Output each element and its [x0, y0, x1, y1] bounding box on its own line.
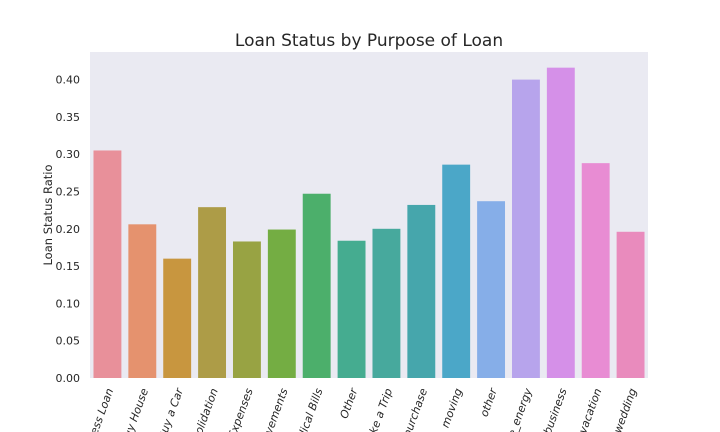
y-tick-label: 0.05 — [56, 335, 81, 348]
y-tick-label: 0.35 — [56, 111, 81, 124]
x-tick-label: e_energy — [505, 386, 535, 432]
bar — [511, 79, 540, 378]
x-tick-label: Other — [337, 385, 360, 420]
bar — [581, 163, 610, 378]
bar — [372, 228, 401, 378]
bar — [232, 241, 261, 378]
chart-title: Loan Status by Purpose of Loan — [235, 31, 503, 51]
x-tick-label: Buy a Car — [155, 385, 186, 432]
bar — [163, 258, 192, 378]
bar — [128, 224, 157, 378]
bar — [546, 67, 575, 378]
x-tick-label: other — [478, 385, 501, 418]
x-tick-label: uy House — [121, 386, 151, 432]
y-axis-ticks: 0.00 0.05 0.10 0.15 0.20 0.25 0.30 0.35 0.40 — [56, 74, 81, 385]
y-axis-label: Loan Status Ratio — [41, 164, 55, 265]
y-tick-label: 0.15 — [56, 260, 81, 273]
bar — [616, 231, 645, 378]
x-tick-label: moving — [439, 387, 465, 430]
y-tick-label: 0.10 — [56, 297, 81, 310]
x-tick-label: Expenses — [226, 386, 256, 432]
bar — [442, 164, 471, 378]
y-tick-label: 0.30 — [56, 148, 81, 161]
bars-group — [93, 67, 645, 378]
x-tick-label: ovements — [260, 386, 291, 432]
x-tick-label: purchase — [400, 386, 430, 432]
x-axis-ticks: ess Loan uy House Buy a Car solidation Expen… — [88, 385, 640, 432]
x-tick-label: dical Bills — [296, 386, 326, 432]
x-tick-label: ke a Trip — [367, 387, 395, 432]
bar — [267, 229, 296, 378]
bar — [302, 193, 331, 378]
x-tick-label: business — [541, 386, 570, 432]
y-tick-label: 0.20 — [56, 223, 81, 236]
y-tick-label: 0.25 — [56, 186, 81, 199]
y-tick-label: 0.00 — [56, 372, 81, 385]
bar — [198, 207, 227, 378]
y-tick-label: 0.40 — [56, 74, 81, 87]
bar — [477, 201, 506, 378]
bar — [407, 204, 436, 378]
x-tick-label: ess Loan — [88, 387, 117, 432]
bar — [93, 150, 122, 378]
x-tick-label: vacation — [576, 387, 604, 432]
x-tick-label: wedding — [611, 387, 639, 432]
x-tick-label: solidation — [190, 387, 220, 432]
bar — [337, 240, 366, 378]
